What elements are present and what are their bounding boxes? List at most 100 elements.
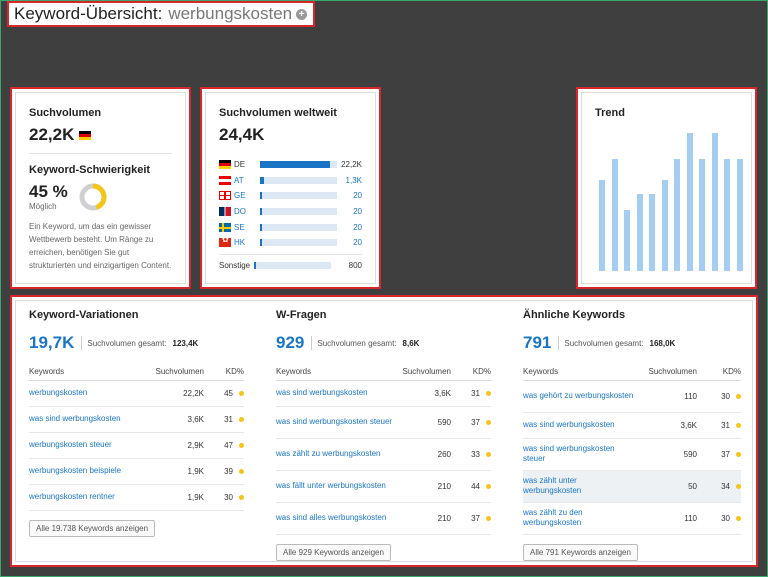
- kd-description: Ein Keyword, um das ein gewisser Wettbew…: [29, 222, 172, 270]
- kd-dot-icon: [239, 390, 244, 396]
- related-count[interactable]: 791: [523, 333, 552, 352]
- keyword-volume: 50: [636, 470, 697, 503]
- kd-dot-icon: [736, 393, 741, 399]
- flag-se-icon: [219, 222, 231, 232]
- related-total-label: Suchvolumen gesamt:: [564, 338, 644, 348]
- trend-bar: [624, 210, 630, 271]
- country-value[interactable]: 1,3K: [345, 175, 362, 185]
- kd-row: 45 % Möglich: [29, 182, 172, 212]
- country-code[interactable]: GE: [234, 191, 246, 201]
- country-value[interactable]: 20: [353, 222, 362, 232]
- keyword-kd: 31: [204, 406, 244, 433]
- table-row: was zählt unter werbungskosten 50 34: [523, 470, 741, 503]
- global-title: Suchvolumen weltweit: [219, 107, 337, 119]
- table-row: was sind werbungskosten steuer 590 37: [523, 438, 741, 471]
- table-row: was fällt unter werbungskosten 210 44: [276, 470, 491, 503]
- keyword-tables-card: Keyword-Variationen 19,7K Suchvolumen ge…: [10, 295, 758, 567]
- questions-count[interactable]: 929: [276, 333, 305, 352]
- keyword-link[interactable]: was gehört zu werbungskosten: [523, 380, 637, 413]
- kd-title: Keyword-Schwierigkeit: [29, 164, 151, 176]
- flag-hk-icon: [219, 235, 231, 248]
- trend-bar: [649, 193, 655, 271]
- questions-total-label: Suchvolumen gesamt:: [317, 338, 397, 348]
- country-row-at: AT 1,3K: [219, 173, 362, 189]
- volume-value-row: 22,2K: [29, 125, 172, 145]
- related-table: Keywords Suchvolumen KD% was gehört zu w…: [523, 363, 741, 535]
- trend-bar: [611, 159, 618, 271]
- keyword-link[interactable]: was zählt zu werbungskosten: [276, 438, 399, 471]
- table-row: werbungskosten rentner 1,9K 30: [29, 484, 244, 511]
- keyword-kd: 31: [697, 412, 741, 439]
- keyword-volume: 590: [398, 406, 451, 439]
- keyword-link[interactable]: was sind werbungskosten steuer: [276, 406, 399, 439]
- country-value[interactable]: 20: [353, 191, 362, 201]
- keyword-volume: 110: [636, 502, 697, 535]
- table-row: werbungskosten beispiele 1,9K 39: [29, 458, 244, 485]
- questions-summary: 929 Suchvolumen gesamt: 8,6K: [276, 333, 491, 353]
- keyword-link[interactable]: was sind werbungskosten steuer: [523, 438, 637, 471]
- keyword-link[interactable]: was fällt unter werbungskosten: [276, 470, 399, 503]
- show-all-variations-button[interactable]: Alle 19.738 Keywords anzeigen: [29, 519, 156, 537]
- keyword-link[interactable]: was zählt unter werbungskosten: [523, 470, 637, 503]
- country-code[interactable]: HK: [234, 238, 246, 248]
- related-section: Ähnliche Keywords 791 Suchvolumen gesamt…: [523, 309, 741, 561]
- kd-dot-icon: [239, 468, 244, 474]
- show-all-related-button[interactable]: Alle 791 Keywords anzeigen: [523, 543, 638, 561]
- keyword-link[interactable]: was sind werbungskosten: [523, 412, 637, 439]
- keyword-volume: 1,9K: [151, 458, 204, 485]
- col-kd: KD%: [697, 363, 741, 381]
- kd-dot-icon: [486, 419, 491, 425]
- country-code[interactable]: AT: [234, 175, 244, 185]
- keyword-volume: 210: [398, 470, 451, 503]
- country-code[interactable]: SE: [234, 222, 245, 232]
- show-all-questions-button[interactable]: Alle 929 Keywords anzeigen: [276, 543, 391, 561]
- kd-dot-icon: [736, 451, 741, 457]
- keyword-link[interactable]: was sind werbungskosten: [276, 380, 399, 407]
- keyword-link[interactable]: werbungskosten rentner: [29, 484, 152, 511]
- keyword-link[interactable]: werbungskosten steuer: [29, 432, 152, 459]
- table-row: was sind werbungskosten 3,6K 31: [29, 406, 244, 433]
- add-icon[interactable]: +: [296, 8, 308, 20]
- trend-bar: [736, 159, 743, 271]
- trend-chart: [596, 133, 746, 271]
- keyword-volume: 260: [398, 438, 451, 471]
- country-bar: [260, 161, 337, 169]
- country-value[interactable]: 20: [353, 207, 362, 217]
- kd-dot-icon: [239, 494, 244, 500]
- keyword-link[interactable]: was sind werbungskosten: [29, 406, 152, 433]
- questions-title: W-Fragen: [276, 309, 327, 321]
- table-row: werbungskosten steuer 2,9K 47: [29, 432, 244, 459]
- keyword-link[interactable]: werbungskosten beispiele: [29, 458, 152, 485]
- keyword-kd: 30: [204, 484, 244, 511]
- col-keywords: Keywords: [29, 363, 152, 381]
- kd-dot-icon: [239, 442, 244, 448]
- keyword-kd: 33: [451, 438, 491, 471]
- trend-bar: [636, 193, 643, 271]
- variations-summary: 19,7K Suchvolumen gesamt: 123,4K: [29, 333, 244, 353]
- related-title: Ähnliche Keywords: [523, 309, 626, 321]
- kd-value: 45 %: [29, 182, 68, 201]
- variations-table: Keywords Suchvolumen KD% werbungskosten 2…: [29, 363, 244, 511]
- keyword-link[interactable]: was zählt zu den werbungskosten: [523, 502, 637, 535]
- country-bar: [260, 239, 337, 247]
- table-row: was sind werbungskosten 3,6K 31: [523, 412, 741, 439]
- keyword-kd: 47: [204, 432, 244, 459]
- kd-donut-icon: [79, 183, 107, 211]
- volume-value: 22,2K: [29, 125, 75, 144]
- country-value[interactable]: 20: [353, 238, 362, 248]
- keyword-kd: 45: [204, 380, 244, 407]
- keyword-volume: 22,2K: [151, 380, 204, 407]
- country-row-ge: GE 20: [219, 188, 362, 204]
- flag-do-icon: [219, 207, 231, 217]
- table-row: was zählt zu den werbungskosten 110 30: [523, 502, 741, 535]
- keyword-link[interactable]: was sind alles werbungskosten: [276, 502, 399, 535]
- keyword-kd: 34: [697, 470, 741, 503]
- keyword-link[interactable]: werbungskosten: [29, 380, 152, 407]
- keyword-kd: 30: [697, 380, 741, 413]
- kd-dot-icon: [736, 422, 741, 428]
- country-code: DE: [234, 160, 246, 170]
- keyword-kd: 31: [451, 380, 491, 407]
- country-code[interactable]: DO: [234, 207, 246, 217]
- variations-count[interactable]: 19,7K: [29, 333, 75, 352]
- col-kd: KD%: [204, 363, 244, 381]
